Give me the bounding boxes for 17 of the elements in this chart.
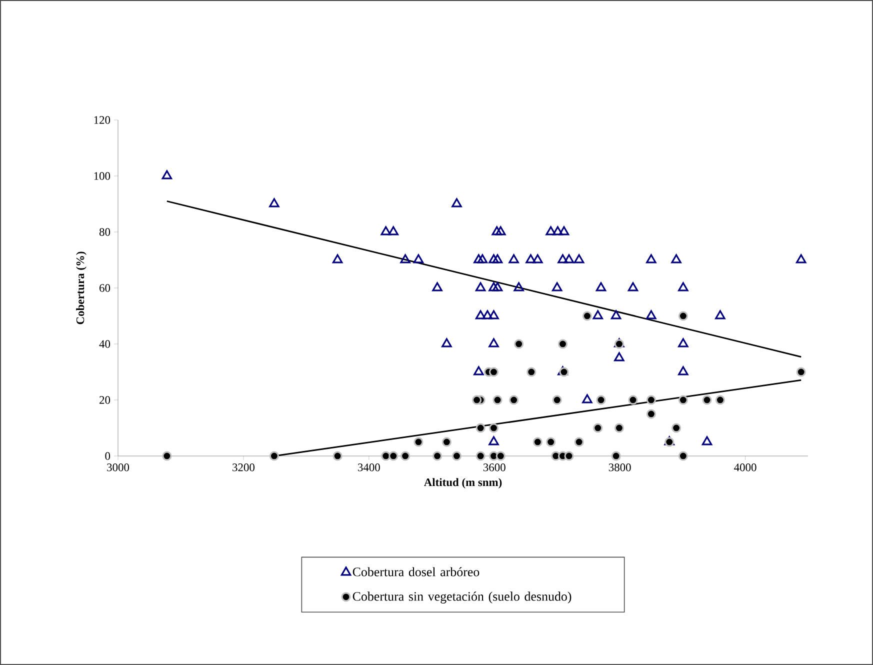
x-tick-label: 4000: [734, 464, 756, 472]
y-tick-label: 100: [94, 172, 110, 180]
y-axis-title: Cobertura (%): [76, 252, 86, 324]
legend-label: Cobertura sin vegetación (suelo desnudo): [352, 592, 572, 604]
y-tick-label: 40: [99, 340, 110, 348]
y-tick-label: 60: [100, 284, 110, 292]
x-tick-label: 3600: [483, 464, 506, 472]
y-tick-label: 20: [100, 396, 110, 404]
x-axis-title: Altitud (m snm): [424, 478, 502, 488]
y-tick-label: 0: [105, 452, 110, 460]
x-tick-label: 3400: [358, 464, 380, 472]
legend-label: Cobertura dosel arbóreo: [352, 567, 480, 576]
x-tick-label: 3200: [232, 464, 254, 472]
y-tick-label: 80: [99, 228, 110, 236]
x-tick-label: 3000: [107, 464, 130, 472]
y-tick-label: 120: [94, 116, 110, 124]
x-tick-label: 3800: [608, 464, 631, 472]
